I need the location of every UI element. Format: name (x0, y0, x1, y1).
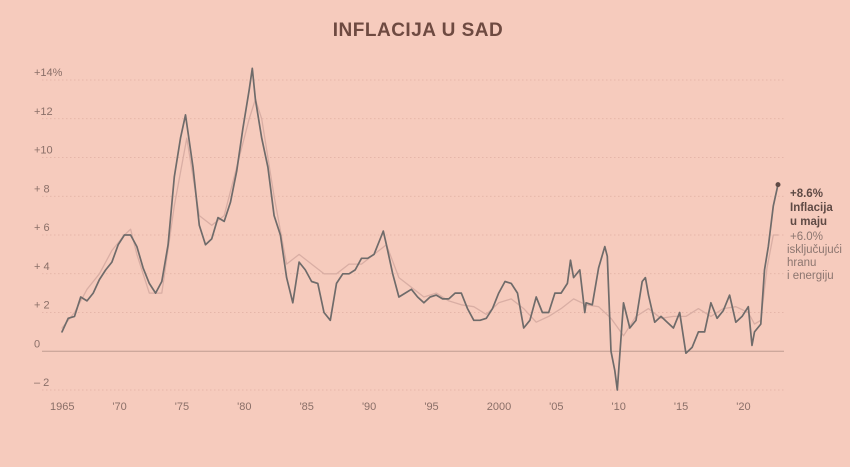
x-tick-label: '20 (736, 401, 750, 413)
headline-annotation-line-2: u maju (790, 216, 827, 228)
x-tick-label: '90 (362, 401, 376, 413)
x-tick-label: 1965 (50, 401, 74, 413)
gridlines (42, 79, 784, 391)
headline-series-line (61, 67, 779, 391)
y-tick-label: +10 (34, 145, 53, 157)
x-tick-label: '95 (424, 401, 438, 413)
y-tick-label: + 4 (34, 261, 50, 273)
x-tick-label: '05 (549, 401, 563, 413)
headline-annotation-value: +8.6% (790, 188, 823, 200)
core-annotation: +6.0% isključujući hranu i energiju (787, 231, 842, 282)
y-tick-label: 0 (34, 338, 40, 350)
y-tick-label: + 6 (34, 222, 50, 234)
core-annotation-value: +6.0% (790, 231, 823, 243)
core-annotation-line-3: i energiju (787, 270, 834, 282)
x-axis-ticks: 1965 '70 '75 '80 '85 '90 '95 2000 '05 '10 '15 '20 (50, 401, 751, 413)
headline-annotation: +8.6% Inflacija u maju (790, 188, 833, 228)
headline-annotation-line-1: Inflacija (790, 202, 833, 214)
y-tick-label: +14% (34, 67, 63, 79)
core-annotation-line-1: isključujući (787, 244, 842, 256)
y-tick-label: + 8 (34, 183, 50, 195)
y-tick-label: + 2 (34, 300, 50, 312)
chart-title: INFLACIJA U SAD (333, 20, 503, 41)
x-tick-label: '70 (112, 401, 126, 413)
y-tick-label: – 2 (34, 377, 49, 389)
x-tick-label: '75 (175, 401, 189, 413)
series-lines (61, 67, 779, 391)
x-tick-label: '80 (237, 401, 251, 413)
y-axis-ticks: +14% +12 +10 + 8 + 6 + 4 + 2 0 – 2 (34, 67, 63, 389)
x-tick-label: '10 (612, 401, 626, 413)
x-tick-label: '15 (674, 401, 688, 413)
core-annotation-line-2: hranu (787, 257, 816, 269)
x-tick-label: 2000 (487, 401, 511, 413)
y-tick-label: +12 (34, 106, 53, 118)
headline-endpoint-marker (775, 182, 781, 188)
x-tick-label: '85 (300, 401, 314, 413)
